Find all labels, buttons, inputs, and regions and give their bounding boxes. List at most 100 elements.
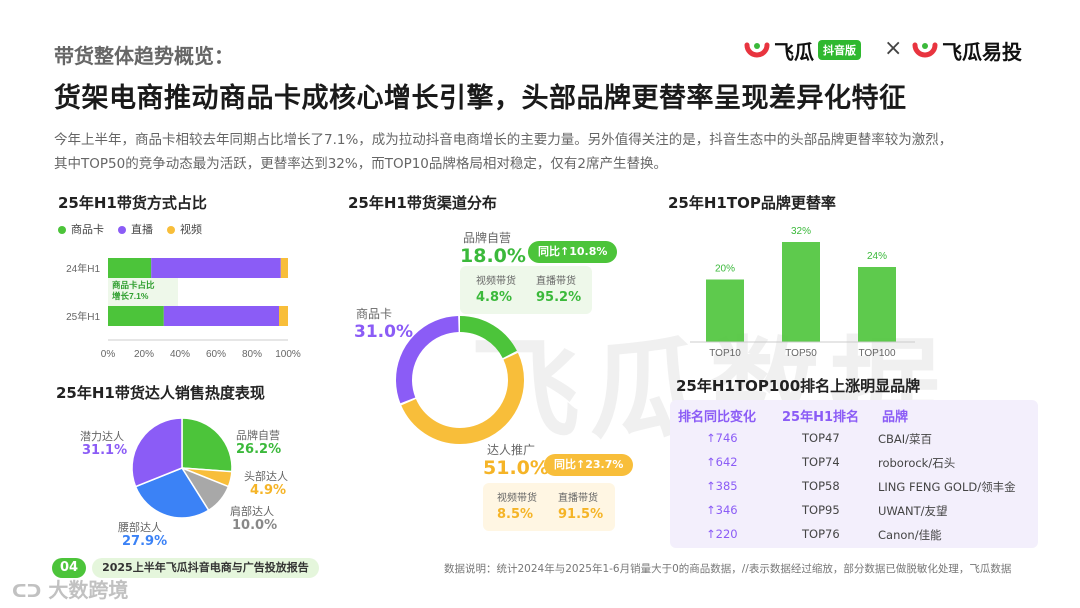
table-header-rank: 25年H1排名 (782, 410, 860, 425)
table-header-brand: 品牌 (882, 410, 909, 425)
watermark-brand-text: 大数跨境 (48, 578, 129, 602)
chart4-title: 25年H1带货达人销售热度表现 (56, 384, 265, 402)
brand-self-value: 18.0% (460, 245, 526, 267)
section-title: 带货整体趋势概览： (54, 44, 234, 68)
table-cell-rank: TOP74 (802, 455, 840, 469)
footer-report-badge: 04 2025上半年飞瓜抖音电商与广告投放报告 (52, 558, 319, 578)
annotation-line-1: 商品卡占比 (112, 280, 155, 290)
brand-self-growth-pill: 同比↑10.8% (528, 241, 618, 263)
pie-slice-waist-talent (134, 467, 210, 519)
logo-1-text: 飞瓜 (774, 39, 814, 64)
talent-promo-value: 51.0% (483, 457, 549, 479)
intro-line-1: 今年上半年，商品卡相较去年同期占比增长了7.1%，成为拉动抖音电商增长的主要力量… (54, 132, 953, 148)
bar-segment-video (280, 258, 288, 278)
category-label: TOP50 (785, 348, 817, 359)
brand-self-label: 品牌自营 (463, 231, 512, 245)
intro-text: 今年上半年，商品卡相较去年同期占比增长了7.1%，成为拉动抖音电商增长的主要力量… (54, 128, 1044, 176)
bar-value-label: 32% (791, 226, 811, 237)
report-title: 2025上半年飞瓜抖音电商与广告投放报告 (92, 558, 319, 578)
intro-line-2: 其中TOP50的竞争动态最为活跃，更替率达到32%，而TOP10品牌格局相对稳定… (54, 156, 667, 172)
brand-live-label: 直播带货 (536, 276, 576, 287)
talent-live-label: 直播带货 (558, 493, 598, 504)
brand-video-value: 4.8% (476, 290, 513, 305)
chart5-title: 25年H1TOP100排名上涨明显品牌 (676, 377, 921, 395)
chart4-pie (131, 417, 233, 519)
watermark-logo-icon: ᑕᑐ (12, 581, 42, 602)
brand-self-breakdown-box (460, 266, 592, 314)
goods-card-value: 31.0% (354, 322, 413, 342)
bar-top10 (706, 279, 744, 342)
talent-video-label: 视频带货 (497, 493, 537, 504)
category-label: 24年H1 (66, 262, 100, 275)
table-cell-rank-change: ↑746 (706, 431, 738, 445)
page-number: 04 (52, 558, 87, 578)
bar-segment-goods-card (108, 306, 164, 326)
table-cell-rank-change: ↑346 (706, 503, 738, 517)
pie-head-talent-label: 头部达人 (244, 470, 288, 483)
table-cell-rank: TOP95 (802, 503, 840, 517)
bar-segment-live (163, 306, 279, 326)
feigua-douyin-logo: 飞瓜 抖音版 (744, 36, 861, 64)
bar-segment-video (279, 306, 288, 326)
table-cell-rank: TOP47 (802, 431, 840, 445)
annotation-line-2: 增长7.1% (112, 291, 149, 301)
table-cell-brand: roborock/石头 (878, 456, 956, 470)
pie-slice-potential-talent (131, 417, 183, 488)
chart2-donut (396, 316, 524, 444)
chart1-legend: 商品卡 直播 视频 (58, 221, 202, 237)
pie-head-talent-value: 4.9% (250, 483, 287, 498)
feigua-logo-icon (744, 42, 770, 58)
donut-slice-talent (396, 316, 524, 444)
table-header-rank-change: 排名同比变化 (678, 410, 757, 425)
pie-shoulder-talent-label: 肩部达人 (230, 505, 274, 518)
table-cell-rank-change: ↑385 (706, 479, 738, 493)
donut-slice-goods-card (396, 316, 524, 444)
table-cell-brand: CBAI/菜百 (878, 432, 933, 446)
table-cell-brand: UWANT/友望 (878, 504, 948, 518)
bar-segment-goods-card (108, 258, 152, 278)
brand-live-value: 95.2% (536, 290, 582, 305)
table-cell-rank-change: ↑220 (706, 527, 738, 541)
feigua-yitou-logo: 飞瓜易投 (912, 36, 1022, 64)
table-cell-rank-change: ↑642 (706, 455, 738, 469)
category-label: TOP100 (858, 348, 895, 359)
x-tick-label: 100% (275, 349, 301, 360)
chart1-title: 25年H1带货方式占比 (58, 194, 207, 212)
bar-segment-live (151, 258, 281, 278)
ranking-table (670, 400, 1038, 548)
table-cell-brand: LING FENG GOLD/领丰金 (878, 480, 1016, 494)
collab-times-icon: × (884, 36, 903, 61)
legend-item-video: 视频 (167, 221, 202, 237)
talent-live-value: 91.5% (558, 507, 604, 522)
x-tick-label: 40% (170, 349, 190, 360)
talent-promo-label: 达人推广 (487, 443, 536, 457)
bar-top50 (782, 242, 820, 342)
pie-waist-talent-value: 27.9% (122, 534, 168, 549)
annotation-area (108, 278, 178, 306)
bar-top100 (858, 267, 896, 342)
chart3-bar-chart: 20% TOP10 32% TOP50 24% TOP100 (690, 226, 915, 359)
chart3-title: 25年H1TOP品牌更替率 (668, 194, 836, 212)
bottom-watermark: ᑕᑐ 大数跨境 (12, 574, 128, 603)
x-tick-label: 80% (242, 349, 262, 360)
table-cell-rank: TOP58 (802, 479, 840, 493)
pie-slice-brand-self (181, 417, 233, 473)
page-headline: 货架电商推动商品卡成核心增长引擎，头部品牌更替率呈现差异化特征 (54, 83, 907, 114)
logo-2-text: 飞瓜易投 (942, 39, 1022, 64)
talent-video-value: 8.5% (497, 507, 534, 522)
pie-brand-self-value: 26.2% (236, 442, 282, 457)
pie-waist-talent-label: 腰部达人 (118, 521, 162, 534)
x-tick-label: 20% (134, 349, 154, 360)
donut-slice-brand-self (396, 316, 524, 444)
pie-brand-self-label: 品牌自营 (236, 429, 280, 442)
x-tick-label: 60% (206, 349, 226, 360)
legend-item-live: 直播 (118, 221, 153, 237)
table-cell-rank: TOP76 (802, 527, 840, 541)
brand-video-label: 视频带货 (476, 276, 516, 287)
bar-value-label: 20% (715, 264, 735, 275)
pie-shoulder-talent-value: 10.0% (232, 518, 278, 533)
chart2-title: 25年H1带货渠道分布 (348, 194, 497, 212)
table-cell-brand: Canon/佳能 (878, 528, 942, 542)
x-tick-label: 0% (101, 349, 116, 360)
